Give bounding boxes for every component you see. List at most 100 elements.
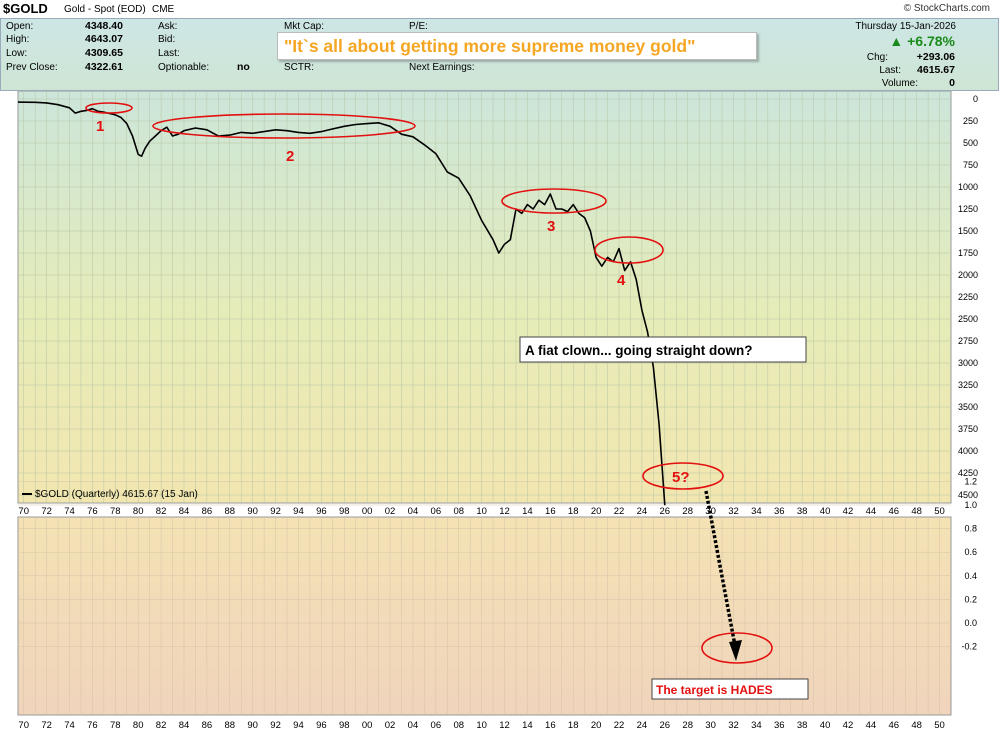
exchange: CME — [152, 4, 175, 15]
x-tick-label: 90 — [247, 506, 258, 517]
x-tick-label: 28 — [682, 720, 693, 731]
x-tick-label: 24 — [637, 720, 648, 731]
chart-area: 0250500750100012501500175020002250250027… — [17, 91, 978, 731]
y-tick-label: 3250 — [958, 380, 978, 390]
y-tick-label: 3750 — [958, 424, 978, 434]
x-tick-label: 46 — [888, 720, 899, 731]
x-tick-label: 42 — [843, 720, 854, 731]
x-tick-label: 78 — [110, 720, 121, 731]
x-tick-label: 04 — [408, 506, 419, 517]
y-tick-label: 1750 — [958, 248, 978, 258]
x-tick-label: 36 — [774, 506, 785, 517]
x-tick-label: 12 — [499, 720, 510, 731]
x-tick-label: 84 — [179, 506, 190, 517]
bid-label: Bid: — [158, 34, 176, 45]
y-tick-label: 4500 — [958, 490, 978, 500]
x-tick-label: 16 — [545, 720, 556, 731]
y-tick-label: 2000 — [958, 270, 978, 280]
x-tick-label: 84 — [179, 720, 190, 731]
x-tick-label: 94 — [293, 506, 304, 517]
y-tick-label: 3500 — [958, 402, 978, 412]
x-tick-label: 22 — [614, 720, 625, 731]
x-tick-label: 12 — [499, 506, 510, 517]
y-tick-label: 2250 — [958, 292, 978, 302]
label-5: 5? — [672, 469, 690, 486]
y-tick-label: 250 — [963, 116, 978, 126]
symbol-description: Gold - Spot (EOD) — [64, 4, 146, 15]
chart-title-bar: $GOLD Gold - Spot (EOD) CME © StockChart… — [0, 0, 1000, 18]
x-tick-label: 20 — [591, 720, 602, 731]
y-tick-label: 4250 — [958, 468, 978, 478]
x-tick-label: 88 — [224, 720, 235, 731]
y-tick-label: 2750 — [958, 336, 978, 346]
x-tick-label: 02 — [385, 720, 396, 731]
x-tick-label: 50 — [934, 720, 945, 731]
y-tick-label: 0.0 — [964, 618, 977, 628]
quote-date: Thursday 15-Jan-2026 — [855, 21, 956, 32]
x-tick-label: 48 — [911, 506, 922, 517]
x-tick-label: 14 — [522, 720, 533, 731]
x-tick-label: 74 — [64, 506, 75, 517]
bottom-x-axis: 70 72 74 76 78 80 82 84 86 88 90 92 94 96 98 00 02 04 06 08… — [18, 720, 944, 731]
arrow-head — [729, 640, 742, 661]
ask-label: Ask: — [158, 21, 178, 32]
x-tick-label: 08 — [453, 720, 464, 731]
banner: "It`s all about getting more supreme mon… — [277, 32, 757, 60]
x-tick-label: 10 — [476, 720, 487, 731]
change-percent: ▲ +6.78% — [889, 33, 955, 49]
gold-price-line — [17, 101, 666, 506]
sctr-label: SCTR: — [284, 62, 314, 73]
x-tick-label: 48 — [911, 720, 922, 731]
chg-label: Chg: — [866, 52, 888, 63]
legend-label: $GOLD (Quarterly) 4615.67 (15 Jan) — [35, 489, 198, 500]
x-tick-label: 08 — [453, 506, 464, 517]
target-ellipse — [701, 632, 773, 664]
y-tick-label: 0 — [973, 94, 978, 104]
x-tick-label: 22 — [614, 506, 625, 517]
x-tick-label: 42 — [843, 506, 854, 517]
x-tick-label: 70 — [18, 720, 29, 731]
brand[interactable]: © StockCharts.com — [903, 3, 990, 14]
quote-panel: Open: 4348.40 High: 4643.07 Low: 4309.65… — [0, 18, 999, 91]
x-tick-label: 18 — [568, 506, 579, 517]
x-tick-label: 50 — [934, 506, 945, 517]
optionable-value: no — [237, 61, 250, 73]
x-tick-label: 94 — [293, 720, 304, 731]
symbol: $GOLD — [3, 1, 48, 16]
ellipse-1 — [85, 102, 133, 114]
y-tick-label: 0.2 — [964, 594, 977, 604]
x-tick-label: 18 — [568, 720, 579, 731]
x-tick-label: 38 — [797, 506, 808, 517]
optionable-label: Optionable: — [158, 62, 210, 73]
last-label: Last: — [879, 65, 901, 76]
annotations: 1 2 3 4 5? A fiat clown... going straigh… — [85, 102, 809, 700]
volume-value: 0 — [949, 77, 955, 89]
pe-label: P/E: — [409, 21, 428, 32]
y-tick-label: 4000 — [958, 446, 978, 456]
chg-value: +293.06 — [916, 51, 955, 63]
x-tick-label: 24 — [637, 506, 648, 517]
x-tick-label: 88 — [224, 506, 235, 517]
open-value: 4348.40 — [85, 20, 123, 32]
bottom-gridlines — [18, 481, 951, 715]
prev-close-value: 4322.61 — [85, 61, 123, 73]
x-tick-label: 74 — [64, 720, 75, 731]
x-tick-label: 32 — [728, 506, 739, 517]
ellipse-5 — [642, 462, 724, 490]
high-label: High: — [6, 34, 30, 45]
y-tick-label: 1250 — [958, 204, 978, 214]
x-tick-label: 96 — [316, 506, 327, 517]
callout-text: A fiat clown... going straight down? — [525, 343, 752, 358]
top-x-axis: 70 72 74 76 78 80 82 84 86 88 90 92 94 96 98 00 02 04 06 08… — [18, 506, 944, 517]
y-tick-label: 3000 — [958, 358, 978, 368]
x-tick-label: 40 — [820, 506, 831, 517]
high-value: 4643.07 — [85, 33, 123, 45]
x-tick-label: 76 — [87, 720, 98, 731]
x-tick-label: 80 — [133, 506, 144, 517]
target-text: The target is HADES — [656, 683, 773, 697]
x-tick-label: 96 — [316, 720, 327, 731]
low-value: 4309.65 — [85, 47, 123, 59]
x-tick-label: 32 — [728, 720, 739, 731]
x-tick-label: 06 — [431, 506, 442, 517]
ellipse-4 — [594, 236, 664, 264]
